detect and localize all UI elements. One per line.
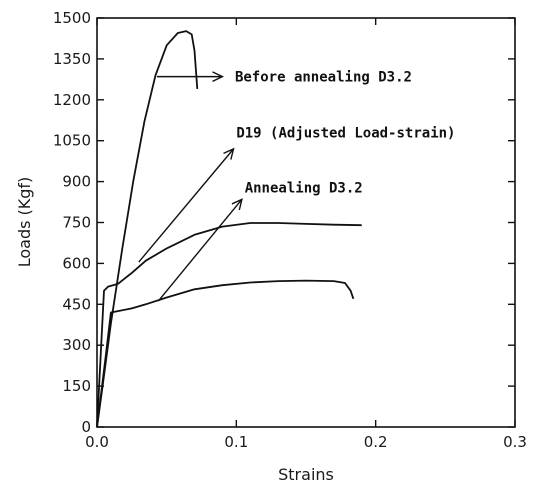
x-tick-label-1: 0.1 xyxy=(224,433,248,451)
y-tick-label-4: 600 xyxy=(62,254,91,272)
y-axis-title: Loads (Kgf) xyxy=(15,177,34,268)
y-tick-label-8: 1200 xyxy=(53,91,91,109)
x-tick-label-2: 0.2 xyxy=(364,433,388,451)
annotation-arrow-1 xyxy=(138,148,235,263)
y-tick-label-10: 1500 xyxy=(53,9,91,27)
x-tick-label-3: 0.3 xyxy=(503,433,527,451)
y-tick-label-7: 1050 xyxy=(53,132,91,150)
annotation-arrowhead-1 xyxy=(223,147,235,160)
annotation-label-2: Annealing D3.2 xyxy=(245,181,363,197)
x-axis: 0.0 0.1 0.2 0.3 xyxy=(85,18,527,451)
annotation-arrowhead-2 xyxy=(231,198,243,211)
y-tick-label-3: 450 xyxy=(62,295,91,313)
x-tick-label-0: 0.0 xyxy=(85,433,109,451)
series-layer xyxy=(96,30,362,428)
y-tick-label-9: 1350 xyxy=(53,50,91,68)
annotation-layer: Before annealing D3.2 D19 (Adjusted Load-… xyxy=(138,70,455,302)
series-line-1 xyxy=(96,222,362,428)
series-line-2 xyxy=(96,279,355,428)
y-tick-label-5: 750 xyxy=(62,214,91,232)
y-axis: 0 150 300 450 600 750 900 1050 1200 1350 1500 xyxy=(53,9,515,436)
y-tick-label-0: 0 xyxy=(81,418,91,436)
annotation-label-0: Before annealing D3.2 xyxy=(235,70,412,86)
y-tick-label-6: 900 xyxy=(62,173,91,191)
annotation-arrow-2 xyxy=(157,198,243,302)
series-line-0 xyxy=(96,30,199,428)
y-tick-label-2: 300 xyxy=(62,336,91,354)
annotation-label-1: D19 (Adjusted Load-strain) xyxy=(236,126,455,142)
x-axis-title: Strains xyxy=(278,465,334,484)
annotation-arrowhead-0 xyxy=(212,71,225,83)
y-tick-label-1: 150 xyxy=(62,377,91,395)
